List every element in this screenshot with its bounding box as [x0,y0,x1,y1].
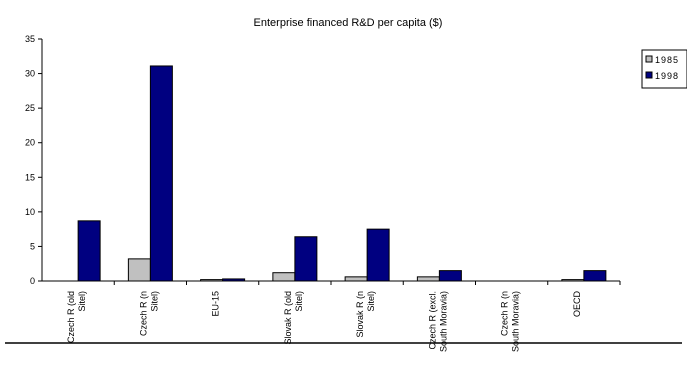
x-tick-label-line: South Moravia) [511,291,521,352]
x-tick-label: Czech R (nSouth Moravia) [500,291,521,352]
x-tick-label: EU-15 [211,291,221,317]
x-tick-label-group: Slovak R (nSitel) [355,291,376,338]
bar-1985-2 [200,279,224,282]
x-tick-label-line: Czech R (n [138,291,148,336]
x-tick-label-group: Czech R (oldSitel) [66,291,87,343]
bar-1985-5 [416,276,440,282]
x-tick-label-line: Sitel) [149,291,159,312]
y-tick-label: 10 [25,207,35,217]
bar-1998-2 [222,278,246,282]
x-tick-label-line: Sitel) [366,291,376,312]
x-tick-label-line: South Moravia) [438,291,448,352]
x-tick-label-line: Slovak R (n [355,291,365,338]
x-tick-label-group: Slovak R (oldSitel) [283,291,304,345]
bar-1985-4 [344,276,368,282]
x-tick-label-group: Czech R (nSouth Moravia) [500,291,521,352]
x-tick-label-group: Czech R (excl.South Moravia) [427,291,448,352]
x-tick-label-group: OECD [572,291,582,318]
y-tick-label: 0 [30,276,35,286]
x-tick-label-line: Czech R (excl. [427,291,437,350]
y-tick-label: 15 [25,172,35,182]
x-tick-label-group: EU-15 [211,291,221,317]
bar-1985-1 [127,258,151,282]
bar-1998-4 [366,228,390,282]
x-tick-label-line: EU-15 [211,291,221,317]
bar-1998-3 [294,236,318,282]
bar-1998-0 [77,220,101,282]
x-tick-label-line: Czech R (n [500,291,510,336]
x-tick-label: Czech R (excl.South Moravia) [427,291,448,352]
y-tick-label: 35 [25,34,35,44]
x-tick-label: Slovak R (oldSitel) [283,291,304,345]
legend-label-1998: 1998 [655,71,679,81]
bar-1998-5 [438,270,462,282]
x-tick-label-line: Czech R (old [66,291,76,343]
x-tick-label-line: Sitel) [77,291,87,312]
x-tick-label-line: Slovak R (old [283,291,293,345]
x-tick-labels: Czech R (oldSitel) Czech R (nSitel) EU-15 S… [66,291,582,353]
x-tick-label: Czech R (oldSitel) [66,291,87,343]
bar-layer [77,65,607,282]
axis-layer: 0 5 10 15 20 25 30 35 [25,34,621,286]
bar-1998-7 [583,270,607,282]
y-tick-label: 5 [30,241,35,251]
bar-1998-1 [149,65,173,282]
x-tick-label-group: Czech R (nSitel) [138,291,159,336]
bar-1985-3 [272,272,296,282]
x-tick-label: Slovak R (nSitel) [355,291,376,338]
y-tick-label: 25 [25,103,35,113]
y-tick-label: 30 [25,69,35,79]
x-tick-label-line: Sitel) [294,291,304,312]
x-tick-label: OECD [572,291,582,318]
legend-label-1985: 1985 [655,55,679,65]
x-tick-label-line: OECD [572,291,582,318]
legend-swatch-1998 [645,71,653,79]
chart-title: Enterprise financed R&D per capita ($) [254,17,443,29]
legend: 1985 1998 [641,49,687,89]
legend-swatch-1985 [645,55,653,63]
x-tick-label: Czech R (nSitel) [138,291,159,336]
bar-1985-7 [561,279,585,282]
y-tick-label: 20 [25,138,35,148]
